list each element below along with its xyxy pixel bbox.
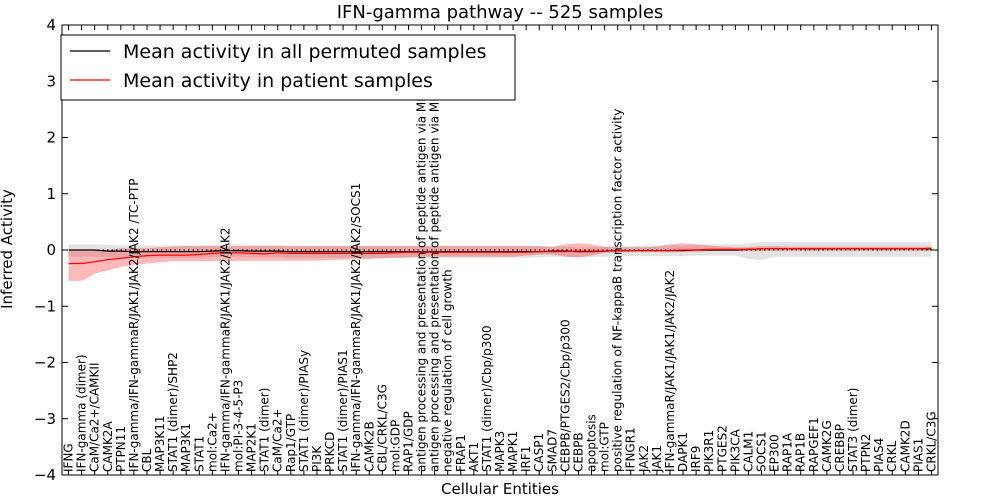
category-label: CREBBP [833,424,847,472]
category-label: AKT1 [467,442,481,472]
legend-label-patient: Mean activity in patient samples [123,70,433,92]
category-label: CALM1 [741,431,755,472]
category-label: STAT1 (dimer)/SHP2 [166,352,180,472]
category-label: SOCS1 [755,431,769,472]
y-tick-label: 1 [46,185,56,203]
category-label: mol:Ca2+ [205,412,219,472]
category-label: PI3K [310,445,324,472]
series-line-1 [68,247,932,265]
legend-box [60,34,516,101]
category-label: CASP1 [532,433,546,472]
category-label: SMAD7 [545,429,559,472]
category-label: PTPN2 [859,434,873,472]
category-label: negative regulation of cell growth [441,269,455,472]
legend: Mean activity in all permuted samples Me… [60,34,516,101]
category-label: CAMK2B [362,421,376,472]
category-label: CaM/Ca2+ [271,408,285,472]
category-label: PIK3R1 [702,430,716,472]
chart-title: IFN-gamma pathway -- 525 samples [337,2,664,23]
category-label: MAPK3 [493,431,507,472]
axes: −4 −3 −2 −1 0 1 2 3 4 [34,16,939,484]
category-label: CRKL [885,440,899,472]
category-label: STAT1 [192,436,206,472]
category-label: RAPGEF1 [807,417,821,472]
y-tick-label: −1 [34,297,56,315]
category-label: IFN-gammaR/JAK1/JAK1/JAK2/JAK2 [663,270,677,472]
category-label: mol:PI-3-4-5-P3 [232,380,246,472]
category-label: IFNGR1 [624,427,638,472]
y-tick-label: 0 [46,241,56,259]
category-label: antigen processing and presentation of p… [415,43,429,472]
category-label: CAMK2A [101,421,115,472]
category-label: PTPN11 [114,426,128,472]
category-label: mol:GTP [598,422,612,472]
category-label: CaM/Ca2+/CAMKII [88,363,102,472]
y-tick-label: −4 [34,466,56,484]
category-label: STAT3 (dimer) [846,388,860,472]
category-label: IFN-gamma/IFN-gammaR/JAK1/JAK2/JAK2 [218,227,232,472]
category-label: RAP1B [794,433,808,472]
category-label: RAP1/GDP [402,411,416,472]
category-label: MAP3K11 [153,415,167,472]
category-label: mol:GDP [388,420,402,472]
category-label: PTGES2 [715,425,729,472]
category-label: PRKCD [323,432,337,472]
category-label: JAK1 [650,445,664,473]
category-label: positive regulation of NF-kappaB transcr… [611,109,625,472]
y-axis-label: Inferred Activity [0,189,16,309]
category-label: CEBPB [571,432,585,472]
category-label: MAPK1 [506,431,520,472]
y-tick-label: 4 [46,16,56,34]
y-tick-label: −3 [34,410,56,428]
y-tick-label: 3 [46,72,56,90]
category-label: IRF9 [689,446,703,472]
category-label: STAT1 (dimer) [258,388,272,472]
category-label: FRAP1 [454,434,468,472]
category-label: PIAS1 [911,438,925,472]
category-label: RAP1A [781,432,795,472]
category-label: CEBPB/PTGES2/Cbp/p300 [558,319,572,472]
category-label: CAMK2G [820,420,834,472]
category-label: IRF1 [519,446,533,472]
y-tick-label: 2 [46,129,56,147]
category-label: Rap1/GTP [284,414,298,472]
category-label: MAP2K1 [245,423,259,472]
category-label: STAT1 (dimer)/PIASy [297,350,311,472]
category-label: apoptosis [585,414,599,472]
series-lines [62,247,938,265]
category-label: CBL/CRKL/C3G [375,384,389,472]
category-label: IFN-gamma/IFN-gammaR/JAK1/JAK2/JAK2 /TC-… [127,178,141,472]
category-label: PIAS4 [872,438,886,472]
category-label: CBL [140,448,154,472]
category-label: IFNG [62,443,76,472]
category-label: STAT1 (dimer)/Cbp/p300 [480,325,494,472]
category-label: JAK2 [637,445,651,473]
category-label: STAT1 (dimer)/PIAS1 [336,349,350,472]
category-labels: IFNG IFN-gamma (dimer) CaM/Ca2+/CAMKII CAMK… [62,40,939,473]
x-axis-label: Cellular Entities [441,480,559,498]
category-label: IFN-gamma (dimer) [75,354,89,472]
category-label: IFN-gamma/IFN-gammaR/JAK1/JAK2/JAK2/SOCS… [349,183,363,472]
category-label: MAP3K1 [179,423,193,472]
category-label: CAMK2D [898,420,912,472]
category-label: EP300 [768,434,782,472]
y-tick-label: −2 [34,354,56,372]
category-label: antigen processing and presentation of p… [428,40,442,472]
category-label: PIK3CA [728,428,742,472]
category-label: CRKL/C3G [925,411,939,472]
category-label: DAPK1 [676,432,690,472]
legend-label-permuted: Mean activity in all permuted samples [123,41,486,63]
